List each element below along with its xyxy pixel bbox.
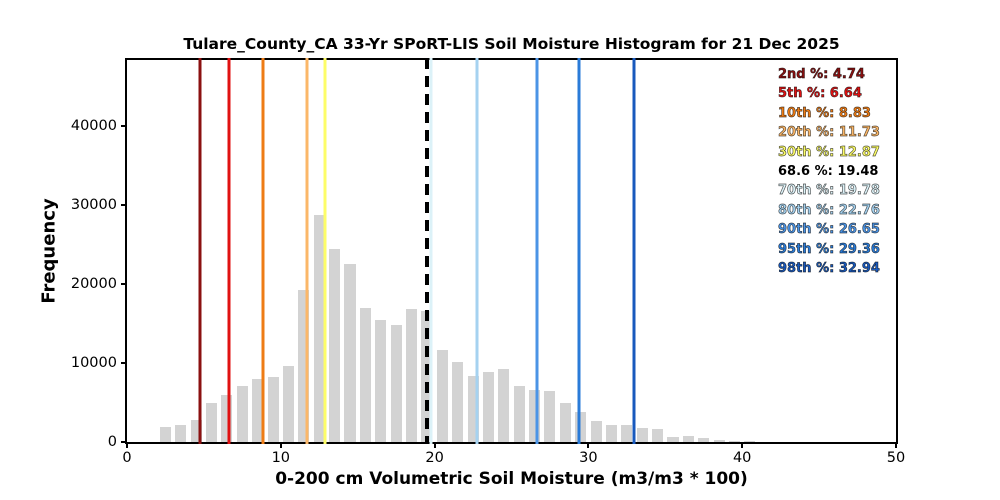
legend-entry-10th: 10th %: 8.83 [778, 105, 872, 121]
percentile-line-2nd [198, 58, 202, 444]
legend-entry-80th: 80th %: 22.76 [778, 202, 881, 219]
histogram-bar [529, 389, 541, 442]
x-tick-label: 0 [122, 450, 132, 466]
percentile-line-5th [227, 58, 231, 444]
x-tick-mark [126, 442, 128, 448]
histogram-bar [221, 394, 233, 442]
x-tick-mark [433, 442, 436, 448]
histogram-bar [313, 214, 325, 442]
histogram-bar [559, 402, 571, 442]
plot-area: 0 10 20 30 40 50 0 10000 20000 30000 40000 2nd %:… [71, 58, 905, 466]
y-tick-label: 20000 [70, 276, 117, 293]
percentile-line-10th [261, 58, 265, 444]
x-tick-label: 10 [271, 450, 291, 466]
percentile-line-68.6 [424, 58, 429, 444]
x-axis-label: 0-200 cm Volumetric Soil Moisture (m3/m3… [275, 469, 748, 489]
y-axis-label: Frequency [38, 198, 60, 304]
histogram-bar [713, 439, 725, 442]
x-tick-mark [741, 442, 744, 448]
x-tick-label: 40 [732, 450, 752, 466]
histogram-bar [236, 385, 248, 442]
y-tick-mark [121, 362, 127, 365]
histogram-bar [252, 378, 264, 442]
histogram-bar [621, 424, 633, 442]
y-tick-label: 10000 [70, 355, 117, 372]
histogram-bar [267, 376, 279, 442]
histogram-bar [159, 427, 171, 442]
y-tick-label: 40000 [70, 118, 117, 135]
histogram-bar [329, 249, 341, 442]
y-tick-mark [121, 283, 127, 286]
histogram-bar [575, 412, 587, 442]
histogram-bar [482, 371, 494, 442]
histogram-bar [636, 427, 648, 442]
percentile-line-95th [577, 58, 581, 444]
percentile-line-90th [535, 58, 539, 444]
legend-entry-20th: 20th %: 11.73 [778, 125, 881, 141]
legend-entry-95th: 95th %: 29.36 [778, 241, 881, 257]
histogram-bar [682, 436, 694, 442]
histogram-bar [590, 421, 602, 442]
histogram-bar [359, 307, 371, 442]
x-tick-mark [279, 442, 282, 448]
legend-entry-68.6: 68.6 %: 19.48 [778, 164, 879, 180]
y-tick-mark [121, 204, 127, 207]
histogram-bar [652, 429, 664, 442]
chart-title: Tulare_County_CA 33-Yr SPoRT-LIS Soil Mo… [183, 35, 840, 53]
legend-entry-98th: 98th %: 32.94 [778, 261, 881, 277]
percentile-line-70th [429, 58, 433, 444]
y-tick-mark [121, 125, 127, 128]
legend-entry-2nd: 2nd %: 4.74 [778, 67, 866, 83]
x-tick-mark [895, 442, 897, 448]
histogram-bar [282, 366, 295, 442]
legend-entry-70th: 70th %: 19.78 [778, 183, 881, 199]
histogram-bar [544, 390, 556, 442]
legend-entry-5th: 5th %: 6.64 [778, 86, 863, 102]
x-tick-label: 50 [886, 450, 906, 466]
histogram-bar [175, 424, 187, 442]
histogram-bar [605, 425, 617, 442]
legend-entry-90th: 90th %: 26.65 [778, 222, 881, 238]
percentile-line-20th [305, 58, 309, 444]
y-tick-label: 0 [107, 434, 117, 450]
y-tick-label: 30000 [70, 197, 117, 214]
histogram-bar [728, 440, 741, 442]
percentile-line-98th [632, 58, 636, 444]
x-tick-label: 20 [425, 450, 444, 466]
percentile-line-30th [323, 58, 327, 444]
histogram-bar [206, 403, 218, 442]
x-tick-label: 30 [579, 450, 598, 466]
histogram-bar [667, 436, 679, 442]
histogram-bar [390, 325, 402, 442]
y-tick-mark [121, 441, 127, 443]
histogram-bar [405, 308, 418, 442]
histogram-bar [344, 264, 356, 442]
histogram-bar [436, 350, 448, 442]
histogram-bar [452, 362, 464, 442]
legend-entry-30th: 30th %: 12.87 [778, 144, 881, 160]
histogram-bar [467, 375, 479, 442]
histogram-bar [498, 368, 510, 442]
histogram-bar [375, 319, 387, 442]
percentile-legend: 2nd %: 4.74 5th %: 6.64 10th %: 8.83 20th %… [778, 65, 881, 278]
histogram-bar [513, 385, 525, 442]
histogram-bar [190, 419, 202, 442]
percentile-line-80th [475, 58, 479, 444]
x-tick-mark [587, 442, 590, 448]
histogram-bar [744, 441, 756, 442]
histogram-bar [698, 438, 710, 442]
histogram-bar [298, 290, 310, 442]
